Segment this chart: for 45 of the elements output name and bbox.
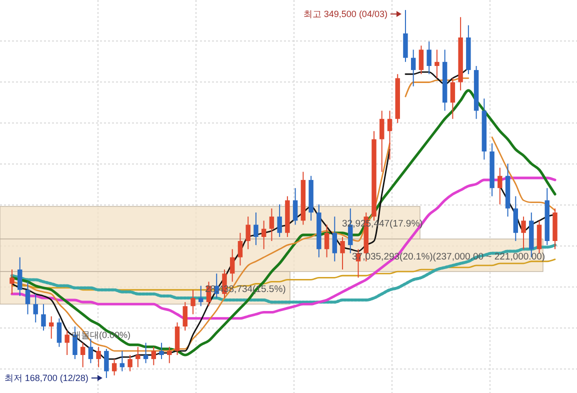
annotation: 최저 168,700 (12/28) bbox=[4, 373, 88, 383]
candlestick bbox=[190, 289, 196, 315]
candlestick bbox=[418, 45, 424, 75]
candlestick bbox=[426, 41, 432, 75]
candlestick bbox=[159, 342, 164, 360]
candlestick bbox=[387, 110, 392, 160]
candlestick bbox=[410, 49, 416, 87]
candlestick bbox=[143, 342, 148, 364]
candlestick bbox=[48, 316, 54, 340]
candlestick bbox=[254, 212, 258, 246]
candlestick bbox=[33, 293, 38, 323]
candlestick bbox=[25, 281, 30, 315]
candlestick bbox=[340, 236, 345, 270]
candlestick bbox=[434, 49, 440, 79]
annotation: 최고 349,500 (04/03) bbox=[303, 9, 388, 19]
candlestick bbox=[498, 167, 502, 205]
candlestick bbox=[277, 204, 282, 238]
candlestick bbox=[96, 346, 101, 368]
candlestick bbox=[332, 216, 338, 262]
candlestick bbox=[136, 346, 140, 368]
candlestick bbox=[10, 269, 14, 294]
candlestick bbox=[112, 358, 117, 376]
candlestick bbox=[261, 220, 266, 250]
candlestick bbox=[182, 302, 188, 332]
candlestick bbox=[198, 285, 204, 307]
candlestick bbox=[324, 224, 330, 258]
candlestick bbox=[238, 232, 243, 266]
candlestick bbox=[56, 318, 62, 348]
candlestick bbox=[18, 256, 22, 296]
candlestick bbox=[41, 304, 46, 332]
candlestick bbox=[80, 342, 86, 368]
candlestick bbox=[88, 338, 94, 364]
candlestick bbox=[521, 216, 526, 250]
candlestick bbox=[380, 110, 384, 172]
candlestick bbox=[269, 208, 274, 242]
candlestick bbox=[151, 346, 156, 366]
candlestick bbox=[167, 346, 172, 364]
candlestick bbox=[246, 216, 250, 250]
candlestick bbox=[120, 350, 125, 372]
candlestick bbox=[450, 78, 456, 120]
candlestick bbox=[230, 248, 235, 282]
candlestick bbox=[64, 330, 70, 356]
candlestick bbox=[128, 354, 132, 372]
candlestick bbox=[292, 188, 298, 226]
candlestick bbox=[104, 348, 109, 378]
